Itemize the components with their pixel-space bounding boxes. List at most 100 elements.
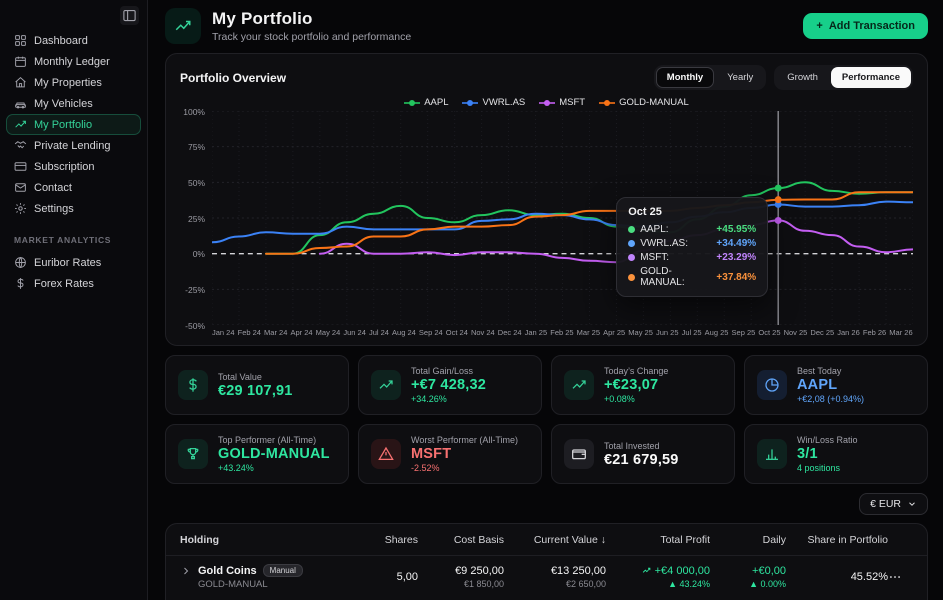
row-menu-button[interactable] [888, 570, 914, 584]
overview-title: Portfolio Overview [180, 70, 287, 85]
legend-marker-icon [404, 99, 421, 106]
holding-name: Gold Coins [198, 564, 257, 577]
legend-item-gold-manual[interactable]: GOLD-MANUAL [599, 97, 689, 108]
sidebar-item-label: Private Lending [34, 139, 111, 152]
tooltip-row: VWRL.AS: +34.49% [628, 238, 756, 249]
cell-daily: +€0,00 ▲ 0.00% [749, 565, 786, 589]
calendar-icon [14, 55, 27, 68]
x-tick-label: Jun 25 [655, 328, 679, 337]
y-tick-label: 100% [183, 106, 205, 117]
x-tick-label: Mar 24 [264, 328, 288, 337]
x-tick-label: Feb 26 [862, 328, 887, 337]
col-cost-basis[interactable]: Cost Basis [453, 533, 504, 546]
chevron-right-icon[interactable] [180, 565, 192, 577]
toggle-monthly[interactable]: Monthly [655, 67, 715, 88]
car-icon [14, 97, 27, 110]
sidebar-item-label: Monthly Ledger [34, 55, 110, 68]
sidebar-item-forex-rates[interactable]: Forex Rates [6, 273, 141, 294]
x-tick-label: Nov 25 [783, 328, 808, 337]
stat-card-win-loss-ratio: Win/Loss Ratio 3/1 4 positions [744, 424, 928, 484]
stat-card-todays-change: Today’s Change +€23,07 +0.08% [551, 355, 735, 415]
toggle-yearly[interactable]: Yearly [716, 67, 764, 88]
sidebar-item-private-lending[interactable]: Private Lending [6, 135, 141, 156]
sidebar-item-dashboard[interactable]: Dashboard [6, 30, 141, 51]
legend-item-vwrl-as[interactable]: VWRL.AS [462, 97, 525, 108]
table-row[interactable]: Gold Coins Manual GOLD-MANUAL 5,00 €9 25… [166, 556, 927, 600]
y-tick-label: 75% [187, 142, 205, 153]
stat-card-total-invested: Total Invested €21 679,59 [551, 424, 735, 484]
legend-marker-icon [599, 99, 616, 106]
alert-triangle-icon [371, 439, 401, 469]
add-transaction-button[interactable]: + Add Transaction [803, 13, 928, 39]
page-subtitle: Track your stock portfolio and performan… [212, 31, 412, 43]
legend-item-aapl[interactable]: AAPL [404, 97, 448, 108]
col-holding[interactable]: Holding [180, 533, 220, 546]
mode-toggle-group: Growth Performance [774, 65, 913, 90]
sidebar-item-contact[interactable]: Contact [6, 177, 141, 198]
toggle-performance[interactable]: Performance [830, 67, 911, 88]
sidebar-item-subscription[interactable]: Subscription [6, 156, 141, 177]
trending-up-icon [642, 567, 650, 573]
x-tick-label: Jun 24 [343, 328, 366, 337]
legend-marker-icon [462, 99, 479, 106]
trending-up-icon [14, 118, 27, 131]
wallet-icon [564, 439, 594, 469]
chart-plot-area[interactable]: Oct 25 AAPL: +45.95% VWRL.AS: +34.49% MSFT: +… [212, 111, 913, 325]
tooltip-row: AAPL: +45.95% [628, 224, 756, 235]
panel-left-icon [123, 9, 136, 22]
x-tick-label: Aug 24 [392, 328, 416, 337]
cell-shares: 5,00 [396, 571, 418, 583]
col-daily[interactable]: Daily [762, 533, 786, 546]
currency-selector[interactable]: € EUR [859, 493, 928, 515]
sidebar-item-euribor-rates[interactable]: Euribor Rates [6, 252, 141, 273]
stat-card-top-performer: Top Performer (All-Time) GOLD-MANUAL +43… [165, 424, 349, 484]
col-share-in-portfolio[interactable]: Share in Portfolio [807, 533, 888, 546]
cell-share-in-portfolio: 45.52% [850, 571, 888, 583]
sidebar-collapse-button[interactable] [120, 6, 139, 25]
legend-item-msft[interactable]: MSFT [539, 97, 585, 108]
x-tick-label: May 25 [628, 328, 653, 337]
chart-canvas[interactable] [212, 111, 913, 325]
stats-row-1: Total Value €29 107,91 Total Gain/Loss +… [165, 355, 928, 415]
sidebar-item-label: My Properties [34, 76, 102, 89]
toggle-growth[interactable]: Growth [776, 67, 829, 88]
pie-chart-icon [757, 370, 787, 400]
trending-up-icon [175, 20, 191, 31]
chart-y-axis: 100% 75% 50% 25% 0% -25% -50% [180, 107, 212, 331]
mail-icon [14, 181, 27, 194]
bar-chart-icon [757, 439, 787, 469]
sidebar-item-label: Forex Rates [34, 277, 94, 290]
stat-card-total-value: Total Value €29 107,91 [165, 355, 349, 415]
trending-up-icon [371, 370, 401, 400]
portfolio-header-icon [165, 8, 201, 44]
table-header-row: Holding Shares Cost Basis Current Value … [166, 524, 927, 556]
sidebar-item-my-properties[interactable]: My Properties [6, 72, 141, 93]
sidebar-item-label: Dashboard [34, 34, 88, 47]
x-tick-label: Aug 25 [704, 328, 729, 337]
handshake-icon [14, 139, 27, 152]
stats-row-2: Top Performer (All-Time) GOLD-MANUAL +43… [165, 424, 928, 484]
sidebar-item-settings[interactable]: Settings [6, 198, 141, 219]
holding-symbol: GOLD-MANUAL [198, 579, 268, 590]
x-tick-label: Dec 24 [497, 328, 522, 337]
dashboard-icon [14, 34, 27, 47]
dollar-icon [14, 277, 27, 290]
x-tick-label: May 24 [315, 328, 341, 337]
x-tick-label: Jul 25 [681, 328, 702, 337]
x-tick-label: Jul 24 [368, 328, 389, 337]
chart-x-axis: Jan 24 Feb 24 Mar 24 Apr 24 May 24 Jun 24 Jul … [212, 328, 913, 337]
x-tick-label: Apr 24 [290, 328, 313, 337]
col-total-profit[interactable]: Total Profit [660, 533, 710, 546]
col-current-value[interactable]: Current Value ↓ [533, 533, 606, 546]
sidebar-item-monthly-ledger[interactable]: Monthly Ledger [6, 51, 141, 72]
sidebar-item-my-portfolio[interactable]: My Portfolio [6, 114, 141, 135]
page-title: My Portfolio [212, 9, 313, 28]
stat-card-worst-performer: Worst Performer (All-Time) MSFT -2.52% [358, 424, 542, 484]
stat-card-total-gain-loss: Total Gain/Loss +€7 428,32 +34.26% [358, 355, 542, 415]
col-shares[interactable]: Shares [384, 533, 418, 546]
sidebar-item-my-vehicles[interactable]: My Vehicles [6, 93, 141, 114]
x-tick-label: Jan 24 [212, 328, 235, 337]
x-tick-label: Oct 25 [758, 328, 781, 337]
cell-cost-basis: €9 250,00 €1 850,00 [455, 565, 504, 589]
sidebar-item-label: My Vehicles [34, 97, 93, 110]
